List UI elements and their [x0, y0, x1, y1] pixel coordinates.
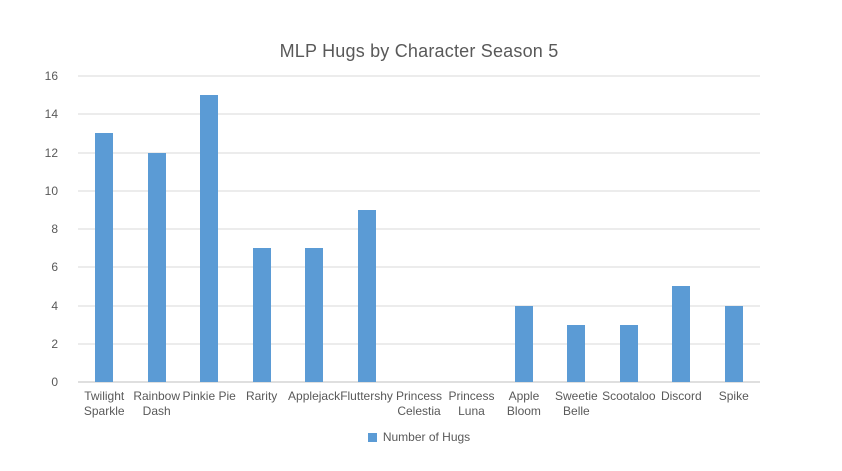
bar: [567, 324, 586, 382]
y-tick-label: 0: [51, 375, 58, 389]
bar-cell: [550, 76, 602, 382]
gridline: [78, 113, 760, 115]
x-tick-label: Twilight Sparkle: [83, 389, 125, 418]
x-tick-label: Discord: [660, 389, 702, 403]
bar-cell: [288, 76, 340, 382]
x-axis: Twilight Sparkle Rainbow Dash Pinkie Pie Ra…: [78, 389, 760, 425]
y-tick-label: 14: [44, 107, 58, 122]
y-tick-label: 6: [51, 260, 58, 275]
bar: [147, 152, 166, 382]
x-tick-label: Rainbow Dash: [133, 389, 181, 418]
bar: [619, 324, 638, 382]
x-tick-label: Sweetie Belle: [555, 389, 598, 418]
x-tick-label: Princess Luna: [448, 389, 495, 418]
bar-cell: [393, 76, 445, 382]
x-tick-label: Apple Bloom: [506, 389, 541, 418]
x-tick-label: Fluttershy: [340, 389, 393, 403]
gridline: [78, 343, 760, 345]
bar-cell: [183, 76, 235, 382]
x-tick-label: Spike: [718, 389, 749, 403]
plot-area: [78, 75, 760, 383]
bar-cell: [498, 76, 550, 382]
chart-title: MLP Hugs by Character Season 5: [279, 41, 559, 61]
y-tick-label: 8: [51, 222, 58, 236]
gridline: [78, 228, 760, 230]
y-tick-label: 10: [44, 183, 58, 198]
legend: Number of Hugs: [78, 430, 760, 444]
gridline: [78, 266, 760, 268]
bar: [95, 133, 114, 382]
x-tick-label: Scootaloo: [602, 389, 656, 403]
bar-cell: [130, 76, 182, 382]
bar: [724, 305, 743, 382]
bar-cell: [78, 76, 130, 382]
gridline: [78, 152, 760, 153]
y-axis: 0 2 4 6 8 10 12 14 16: [0, 69, 70, 389]
y-tick-label: 4: [51, 298, 58, 313]
bar: [357, 209, 376, 382]
bars-container: [78, 76, 760, 382]
y-tick-label: 2: [51, 336, 58, 351]
bar: [305, 248, 324, 382]
bar-cell: [655, 76, 707, 382]
bar: [252, 248, 271, 382]
x-axis-line: [78, 381, 760, 383]
x-tick-label: Rarity: [245, 389, 278, 403]
bar-cell: [603, 76, 655, 382]
bar-cell: [708, 76, 760, 382]
x-tick-label: Pinkie Pie: [182, 389, 236, 403]
bar: [514, 305, 533, 382]
gridline: [78, 305, 760, 306]
bar: [672, 286, 691, 382]
bar-cell: [235, 76, 287, 382]
gridline: [78, 75, 760, 77]
x-tick-label: Applejack: [288, 389, 341, 403]
y-tick-label: 12: [44, 145, 58, 160]
x-tick-label: Princess Celestia: [395, 389, 442, 418]
bar: [200, 95, 219, 382]
gridline: [78, 190, 760, 192]
legend-label: Number of Hugs: [382, 430, 471, 444]
bar-cell: [340, 76, 392, 382]
bar-cell: [445, 76, 497, 382]
legend-swatch-icon: [367, 432, 377, 442]
y-tick-label: 16: [44, 69, 58, 83]
